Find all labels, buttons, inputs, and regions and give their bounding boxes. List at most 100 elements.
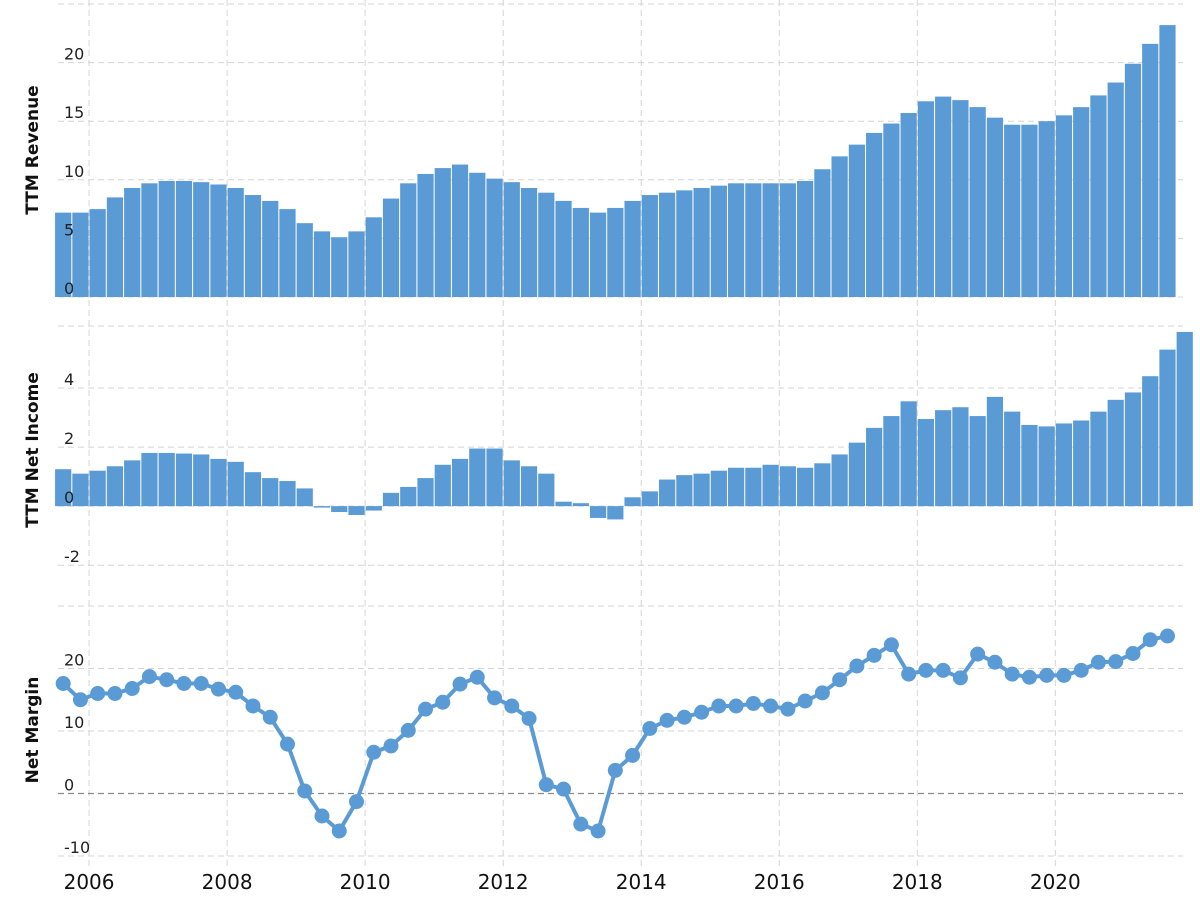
net-margin-point bbox=[935, 662, 951, 678]
revenue-bar bbox=[589, 212, 607, 297]
net-margin-line bbox=[61, 634, 1168, 833]
net-income-bar bbox=[89, 470, 106, 507]
net-income-bar bbox=[72, 473, 89, 507]
x-tick-label: 2016 bbox=[754, 870, 805, 894]
revenue-bar bbox=[55, 212, 72, 297]
net-income-bar bbox=[762, 464, 779, 507]
net-income-bar bbox=[210, 458, 227, 507]
vertical-gridlines bbox=[88, 0, 1056, 870]
net-income-bar bbox=[900, 401, 917, 507]
revenue-bar bbox=[1107, 82, 1124, 297]
net-margin-point bbox=[107, 686, 123, 701]
x-tick-label: 2014 bbox=[616, 870, 667, 894]
net-income-bar bbox=[814, 463, 831, 507]
net-margin-point bbox=[435, 694, 451, 710]
net-margin-point bbox=[279, 736, 295, 752]
net-income-bar bbox=[866, 427, 883, 507]
net-margin-point bbox=[176, 676, 192, 691]
net-income-bar bbox=[935, 410, 952, 507]
revenue-bar bbox=[762, 183, 779, 297]
net-income-bar bbox=[589, 506, 607, 518]
net-income-bar bbox=[124, 460, 141, 507]
net-margin-point bbox=[55, 676, 71, 691]
net-income-bar bbox=[538, 473, 555, 507]
revenue-y-tick-label: 10 bbox=[64, 162, 84, 181]
revenue-bar bbox=[141, 183, 158, 297]
net-income-bar bbox=[710, 470, 727, 507]
revenue-bar bbox=[866, 132, 883, 297]
net-margin-point bbox=[297, 783, 313, 799]
x-axis-ticks: 2006 2008 2010 2012 2014 2016 2018 2020 bbox=[64, 870, 1081, 894]
revenue-bar bbox=[727, 183, 745, 297]
net-income-y-tick-label: 2 bbox=[64, 429, 74, 448]
revenue-y-ticks: 0 5 10 15 20 bbox=[64, 45, 84, 298]
net-income-y-tick-label: -2 bbox=[64, 547, 80, 566]
net-income-bar bbox=[831, 454, 848, 507]
net-income-bar bbox=[434, 464, 451, 507]
revenue-bar bbox=[1159, 25, 1176, 297]
net-margin-point bbox=[383, 738, 399, 754]
net-income-bar bbox=[313, 506, 331, 508]
net-margin-point bbox=[763, 698, 779, 714]
revenue-bar bbox=[779, 183, 796, 297]
net-margin-gridlines bbox=[58, 605, 1183, 857]
net-margin-point bbox=[314, 808, 330, 824]
net-margin-point bbox=[694, 704, 710, 720]
revenue-bar bbox=[883, 123, 900, 297]
net-income-bar bbox=[883, 416, 900, 507]
revenue-bar bbox=[124, 188, 141, 297]
revenue-bar bbox=[710, 185, 727, 297]
net-income-bar bbox=[193, 454, 210, 507]
net-income-bar bbox=[1004, 411, 1021, 507]
revenue-y-tick-label: 15 bbox=[64, 103, 84, 122]
revenue-y-tick-label: 0 bbox=[64, 279, 74, 298]
revenue-bar bbox=[658, 192, 676, 297]
net-margin-point bbox=[210, 681, 226, 697]
revenue-bar bbox=[745, 183, 762, 297]
net-margin-point bbox=[1004, 666, 1020, 682]
net-margin-y-tick-label: 0 bbox=[64, 776, 74, 795]
x-tick-label: 2012 bbox=[478, 870, 529, 894]
net-income-bar bbox=[969, 416, 986, 507]
net-income-bar bbox=[520, 466, 538, 507]
revenue-bar bbox=[676, 190, 693, 297]
revenue-bar bbox=[382, 198, 400, 297]
x-tick-label: 2020 bbox=[1030, 870, 1081, 894]
x-tick-label: 2010 bbox=[340, 870, 391, 894]
revenue-bar bbox=[1124, 63, 1142, 297]
net-margin-point bbox=[797, 693, 813, 709]
net-margin-points bbox=[55, 628, 1175, 839]
net-income-bar bbox=[607, 506, 624, 520]
net-margin-point bbox=[849, 658, 865, 674]
net-income-bar bbox=[917, 419, 935, 507]
net-margin-point bbox=[1073, 662, 1089, 678]
revenue-bar bbox=[917, 101, 935, 297]
net-margin-point bbox=[349, 794, 365, 810]
net-margin-point bbox=[1039, 667, 1055, 683]
net-margin-point bbox=[832, 672, 848, 688]
revenue-panel: 0 5 10 15 20 TTM Revenue bbox=[23, 3, 1183, 298]
revenue-bar bbox=[1142, 43, 1159, 298]
revenue-bar bbox=[1090, 95, 1107, 297]
net-income-bar bbox=[244, 472, 262, 507]
revenue-bar bbox=[1004, 124, 1021, 297]
net-income-bar bbox=[1038, 426, 1055, 507]
revenue-bar bbox=[106, 197, 124, 297]
net-margin-y-tick-label: 10 bbox=[64, 713, 84, 732]
revenue-axis-label: TTM Revenue bbox=[23, 85, 43, 214]
net-income-bar bbox=[365, 506, 382, 511]
net-margin-point bbox=[331, 823, 347, 839]
net-income-bar bbox=[555, 501, 572, 507]
revenue-bar bbox=[72, 212, 89, 297]
net-margin-point bbox=[590, 823, 606, 839]
net-margin-point bbox=[245, 698, 261, 714]
net-margin-y-ticks: -10 0 10 20 bbox=[64, 651, 90, 858]
revenue-bar bbox=[520, 188, 538, 297]
net-income-bar bbox=[175, 453, 193, 507]
net-income-bar bbox=[158, 452, 175, 507]
net-income-y-tick-label: 0 bbox=[64, 488, 74, 507]
revenue-bar bbox=[986, 117, 1004, 298]
net-margin-point bbox=[970, 646, 986, 662]
net-income-bar bbox=[1073, 420, 1090, 507]
revenue-bar bbox=[469, 172, 486, 297]
